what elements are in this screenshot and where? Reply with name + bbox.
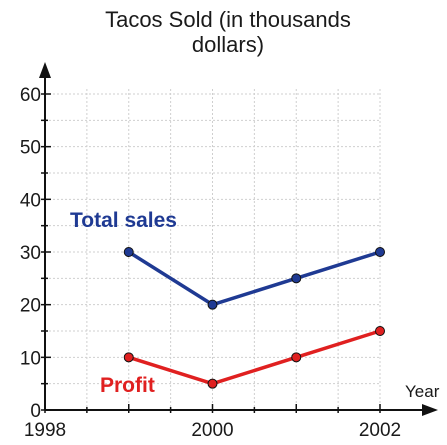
x-tick-label: 1998 — [24, 420, 66, 441]
data-point-total-sales — [123, 247, 134, 257]
axes — [39, 62, 438, 416]
chart-title-line-1: Tacos Sold (in thousands — [105, 7, 351, 32]
grid-lines — [45, 89, 381, 410]
ticks: 0 10 20 30 40 50 60 1998 2000 2002 — [20, 85, 401, 441]
y-axis-arrow-icon — [39, 62, 51, 78]
series-label-total-sales: Total sales — [70, 209, 177, 232]
data-point-profit — [123, 352, 134, 363]
y-tick-label: 30 — [20, 243, 41, 264]
y-tick-label: 40 — [20, 190, 41, 211]
data-point-total-sales — [375, 247, 385, 257]
data-point-profit — [291, 352, 302, 363]
y-tick-label: 60 — [20, 85, 41, 106]
y-tick-label: 20 — [20, 296, 41, 317]
x-axis-label: Year — [405, 382, 440, 401]
data-point-profit — [375, 326, 385, 336]
x-tick-label: 2000 — [191, 420, 233, 441]
series-layer — [123, 247, 385, 389]
x-tick-label: 2002 — [359, 420, 401, 441]
chart-title-line-2: dollars) — [192, 32, 264, 57]
y-tick-label: 50 — [20, 138, 41, 159]
y-tick-label: 0 — [30, 401, 41, 422]
data-point-total-sales — [207, 299, 218, 310]
x-axis-arrow-icon — [422, 404, 438, 416]
series-line-total-sales — [127, 250, 381, 307]
y-tick-label: 10 — [20, 348, 41, 369]
series-label-profit: Profit — [100, 374, 155, 397]
data-point-total-sales — [291, 273, 302, 284]
series-line-profit — [128, 329, 381, 386]
data-point-profit — [207, 378, 218, 389]
